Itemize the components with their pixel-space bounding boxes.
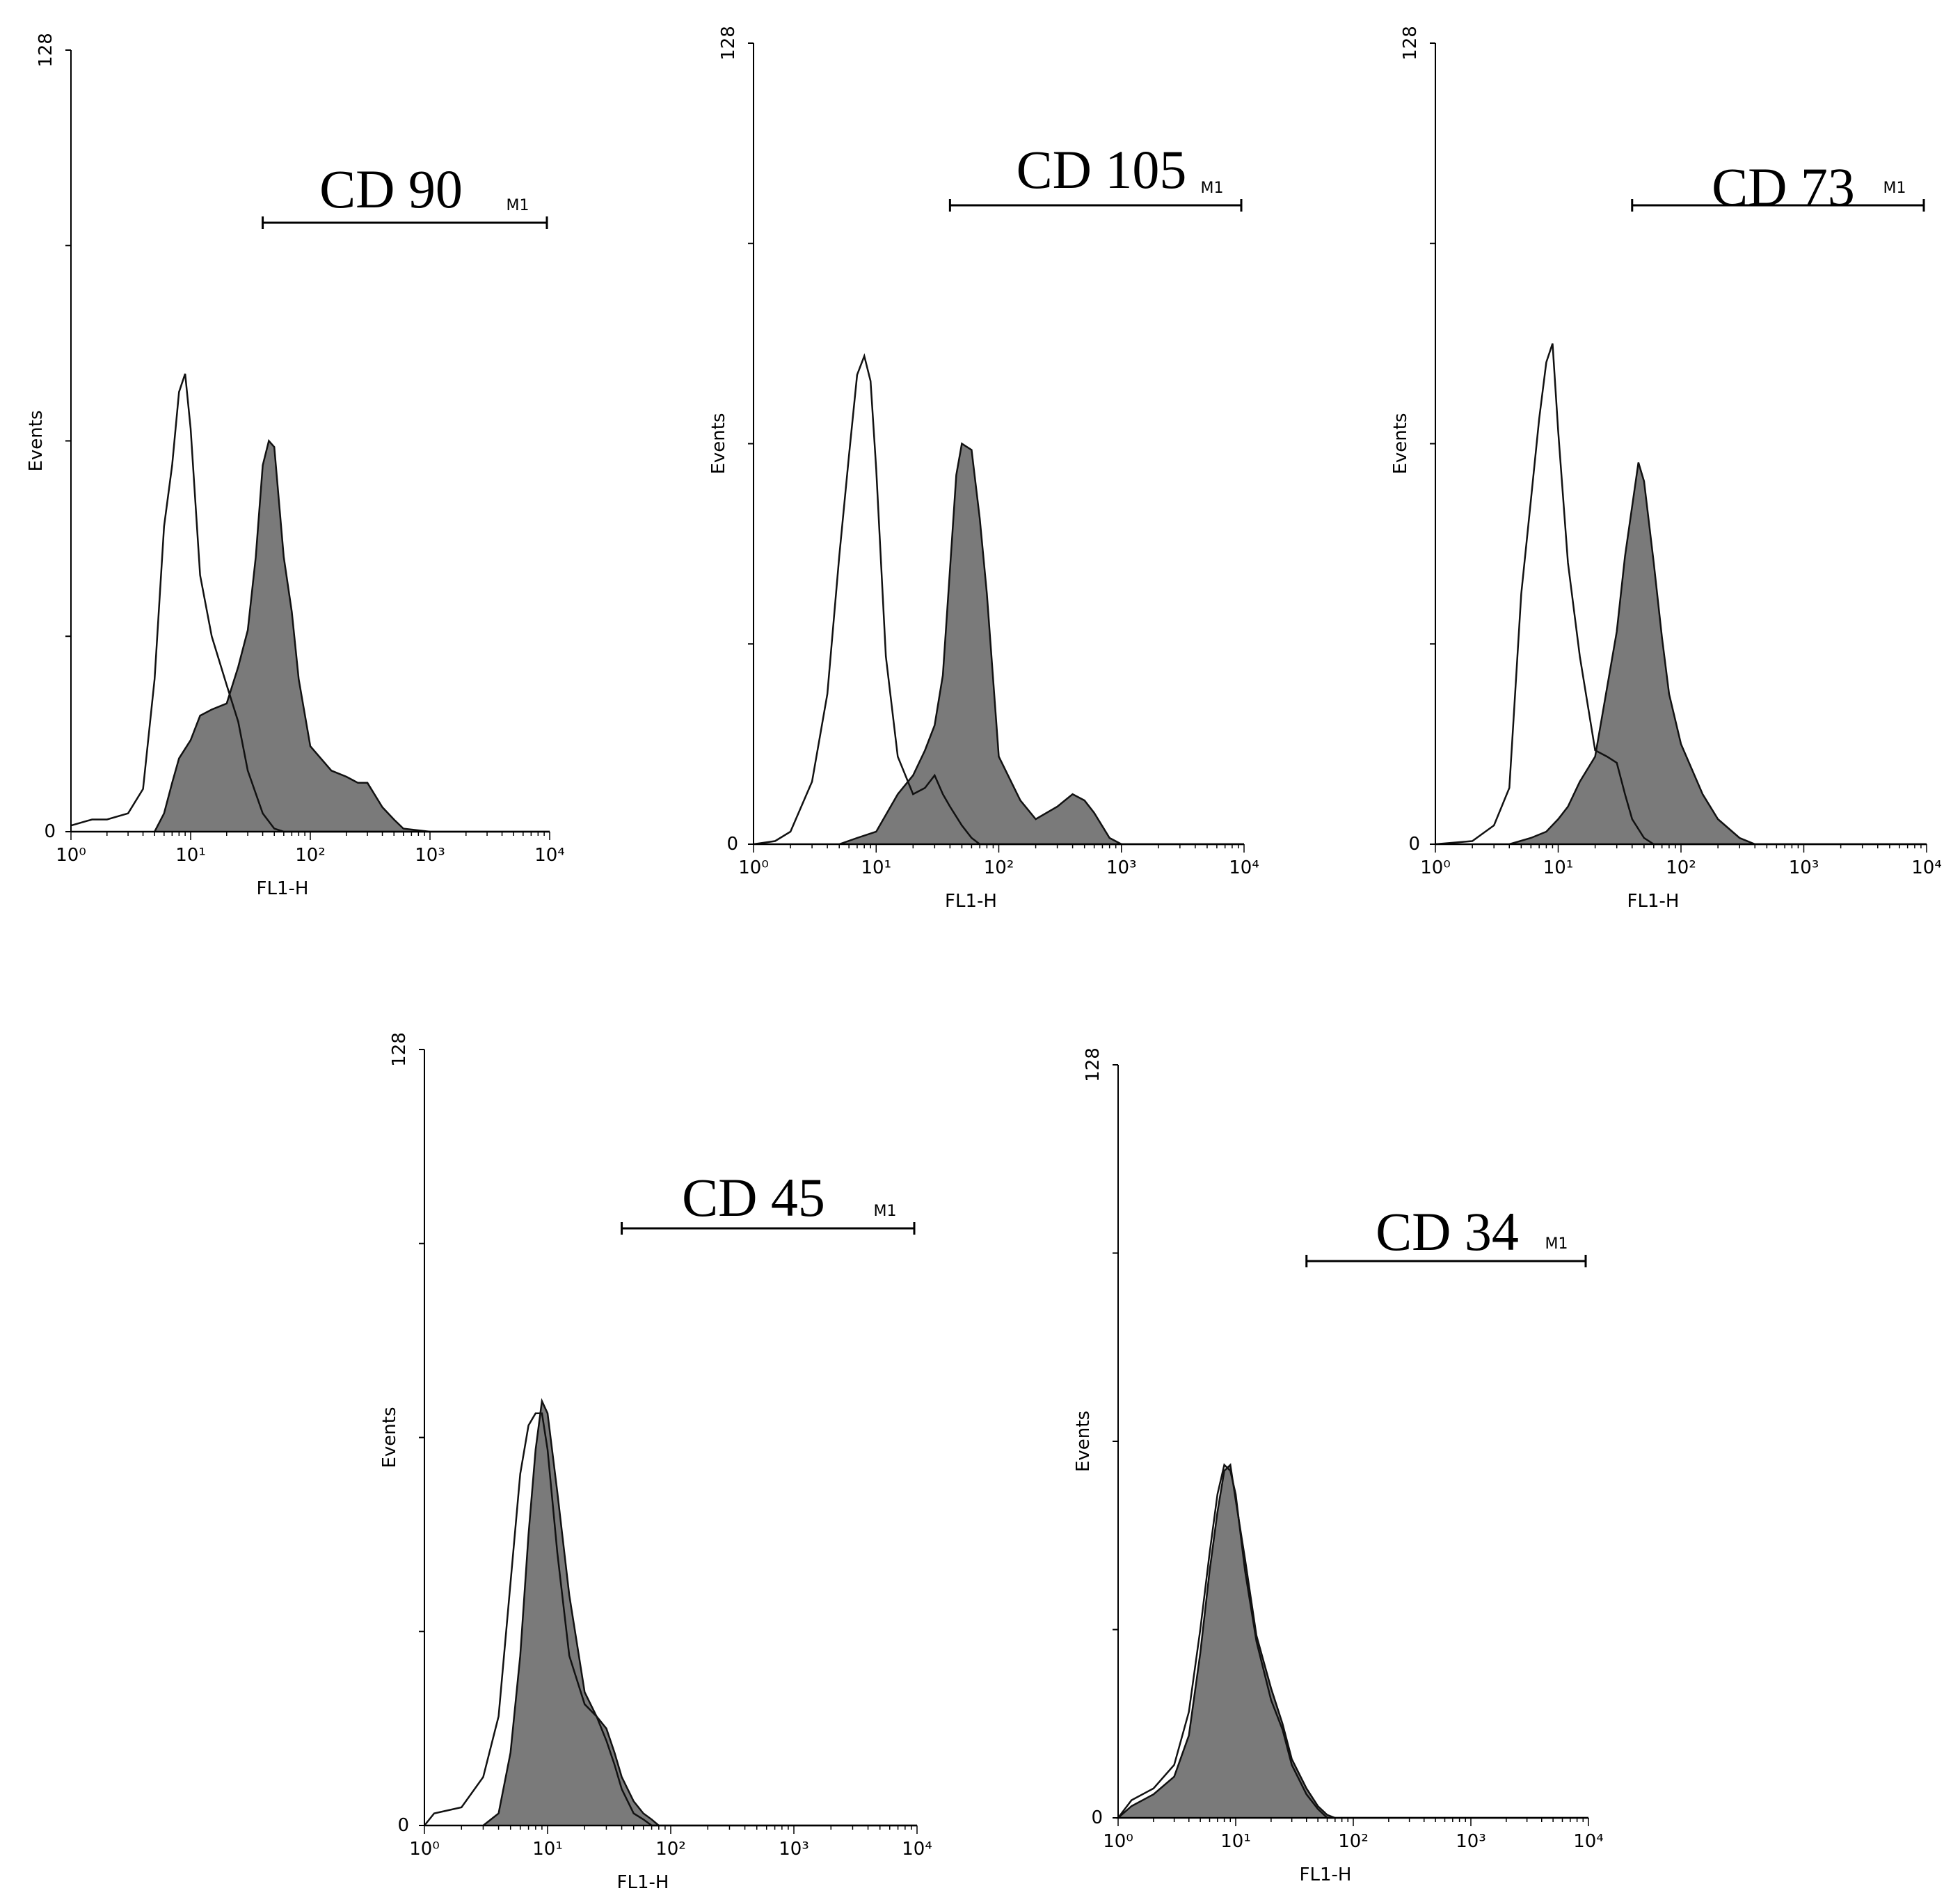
y-tick-label: 128	[35, 33, 56, 68]
x-axis-title: FL1-H	[257, 878, 309, 899]
x-tick-label: 10¹	[861, 857, 891, 878]
x-axis-title: FL1-H	[1627, 891, 1680, 912]
y-axis-title: Events	[708, 413, 729, 474]
x-tick-label: 10³	[1106, 857, 1137, 878]
m1-gate-label: M1	[874, 1203, 897, 1220]
y-tick-label: 128	[1083, 1047, 1104, 1082]
histogram-panel: 0 128 10⁰ 10¹ 10² 10³ 10⁴ FL1-H Events M1 CD 90	[26, 33, 565, 899]
x-tick-label: 10²	[984, 857, 1014, 878]
chart-title: CD 73	[1712, 157, 1855, 217]
filled-histogram-series	[424, 1397, 917, 1827]
x-tick-label: 10⁰	[1103, 1831, 1133, 1852]
x-tick-label: 10¹	[1220, 1831, 1251, 1852]
histogram-panel: 0 128 10⁰ 10¹ 10² 10³ 10⁴ FL1-H Events M1 CD 73	[1390, 26, 1942, 912]
x-axis-title: FL1-H	[1300, 1864, 1352, 1885]
x-tick-label: 10¹	[532, 1839, 563, 1860]
chart-title: CD 105	[1017, 139, 1187, 200]
histogram-panel: 0 128 10⁰ 10¹ 10² 10³ 10⁴ FL1-H Events M1 CD 34	[1073, 1047, 1604, 1885]
x-tick-label: 10²	[655, 1839, 686, 1860]
chart-title: CD 45	[682, 1167, 825, 1228]
control-histogram-outline	[1117, 1463, 1588, 1819]
x-tick-label: 10⁴	[902, 1839, 932, 1860]
histogram-panel: 0 128 10⁰ 10¹ 10² 10³ 10⁴ FL1-H Events M1 CD 45	[379, 1032, 932, 1893]
x-tick-label: 10⁰	[409, 1839, 440, 1860]
y-axis-title: Events	[1073, 1411, 1094, 1472]
x-tick-label: 10⁴	[1911, 857, 1942, 878]
m1-gate-label: M1	[507, 197, 529, 214]
filled-histogram-series	[71, 438, 550, 833]
x-tick-label: 10⁴	[534, 845, 565, 866]
histogram-panel: 0 128 10⁰ 10¹ 10² 10³ 10⁴ FL1-H Events M1 CD 105	[708, 26, 1259, 912]
control-histogram-outline	[424, 1412, 917, 1827]
x-tick-label: 10⁰	[738, 857, 769, 878]
y-axis-title: Events	[26, 410, 47, 471]
chart-title: CD 90	[319, 159, 463, 219]
m1-gate-label: M1	[1883, 180, 1906, 197]
y-tick-label: 0	[397, 1815, 409, 1836]
x-tick-label: 10⁰	[56, 845, 86, 866]
x-tick-label: 10¹	[1543, 857, 1574, 878]
x-tick-label: 10²	[295, 845, 326, 866]
filled-histogram-series	[1115, 1463, 1588, 1819]
y-tick-label: 0	[1408, 834, 1420, 855]
x-tick-label: 10⁰	[1420, 857, 1451, 878]
x-tick-label: 10³	[415, 845, 445, 866]
y-tick-label: 128	[718, 26, 739, 61]
y-axis-title: Events	[379, 1407, 400, 1468]
y-tick-label: 128	[389, 1032, 410, 1067]
x-tick-label: 10³	[779, 1839, 809, 1860]
x-tick-label: 10³	[1456, 1831, 1486, 1852]
m1-gate-label: M1	[1545, 1235, 1568, 1253]
x-tick-label: 10⁴	[1229, 857, 1259, 878]
control-histogram-outline	[70, 373, 550, 833]
y-tick-label: 0	[44, 821, 56, 842]
filled-histogram-series	[754, 442, 1244, 846]
x-axis-title: FL1-H	[945, 891, 997, 912]
x-tick-label: 10⁴	[1573, 1831, 1604, 1852]
y-tick-label: 0	[1091, 1807, 1103, 1828]
control-histogram-outline	[753, 353, 1244, 846]
y-axis-title: Events	[1390, 413, 1411, 474]
x-tick-label: 10²	[1338, 1831, 1369, 1852]
filled-histogram-series	[1435, 462, 1927, 846]
y-tick-label: 0	[726, 834, 738, 855]
m1-gate-label: M1	[1201, 180, 1224, 197]
x-tick-label: 10¹	[175, 845, 206, 866]
x-tick-label: 10²	[1666, 857, 1696, 878]
x-tick-label: 10³	[1789, 857, 1819, 878]
x-axis-title: FL1-H	[617, 1872, 669, 1893]
control-histogram-outline	[1435, 343, 1927, 846]
chart-title: CD 34	[1376, 1201, 1519, 1262]
y-tick-label: 128	[1400, 26, 1421, 61]
